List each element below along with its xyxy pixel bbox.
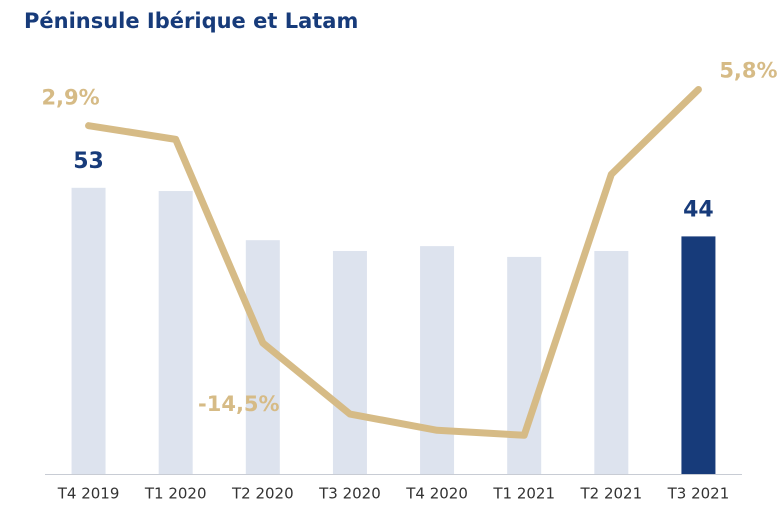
line-value-label: 2,9% [41, 86, 99, 110]
x-tick-label: T3 2021 [667, 485, 730, 503]
line-value-label: -14,5% [198, 392, 280, 416]
bar [158, 191, 193, 475]
bar-value-label: 53 [73, 149, 104, 174]
x-tick-label: T4 2019 [57, 485, 120, 503]
line-value-label: 5,8% [719, 58, 777, 82]
line [85, 85, 702, 439]
bar [71, 187, 106, 475]
bar [332, 250, 367, 474]
x-tick-label: T2 2021 [579, 485, 642, 503]
x-tick-label: T1 2021 [492, 485, 555, 503]
bar [681, 236, 716, 474]
bar [245, 240, 280, 474]
bar [507, 256, 542, 474]
bar [420, 246, 455, 474]
x-tick-label: T2 2020 [231, 485, 294, 503]
x-tick-label: T4 2020 [405, 485, 468, 503]
bar-value-label: 44 [683, 197, 714, 222]
x-tick-label: T3 2020 [318, 485, 381, 503]
bar [594, 250, 629, 474]
x-tick-label: T1 2020 [144, 485, 207, 503]
chart-title: Péninsule Ibérique et Latam [24, 9, 358, 33]
